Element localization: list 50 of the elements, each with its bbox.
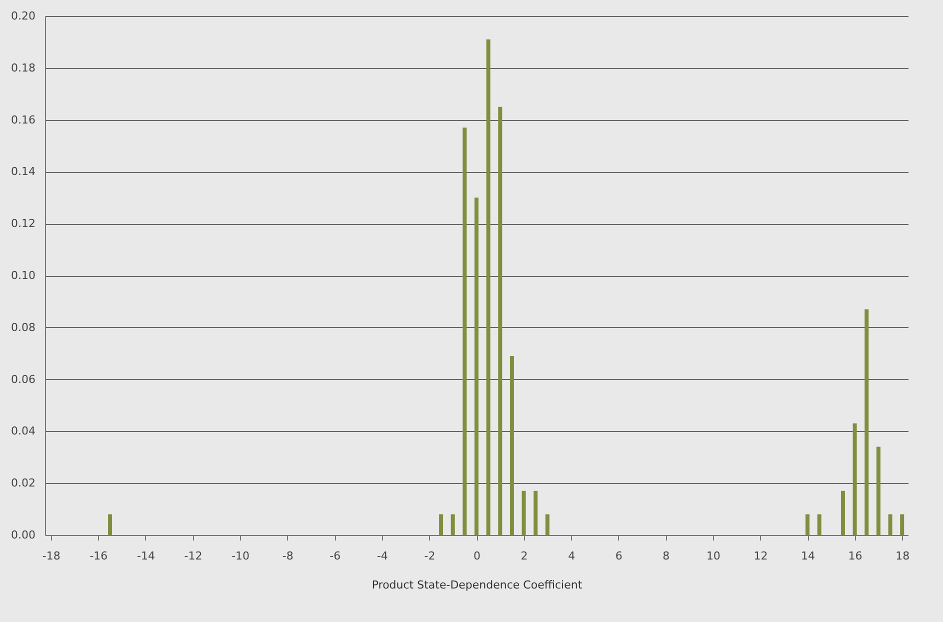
bar	[545, 514, 550, 535]
bar	[534, 490, 538, 535]
bar	[439, 514, 444, 535]
x-tick-label: -12	[184, 550, 202, 562]
y-tick-label: 0.16	[11, 113, 36, 126]
y-tick-label: 0.06	[11, 372, 36, 386]
x-tick-label: -18	[42, 550, 60, 562]
y-tick-label: 0.08	[11, 320, 36, 334]
x-tick-label: 10	[706, 550, 720, 562]
x-tick-label: -14	[137, 550, 155, 562]
bar	[474, 198, 478, 535]
x-tick-label: 2	[520, 550, 528, 562]
x-tick-label: -16	[90, 550, 108, 562]
bar	[876, 446, 880, 535]
x-tick-label: -6	[330, 550, 341, 562]
bar	[450, 514, 455, 535]
bar	[806, 514, 810, 535]
bar	[498, 106, 502, 535]
bar	[522, 490, 526, 535]
x-tick-label: 8	[662, 550, 670, 562]
y-tick-label: 0.04	[11, 424, 36, 438]
x-tick-label: -10	[232, 550, 250, 562]
x-tick-label: 6	[615, 550, 622, 562]
bar	[817, 514, 822, 535]
x-tick-label: 18	[896, 550, 910, 562]
x-axis-title: Product State-Dependence Coefficient	[372, 578, 583, 592]
x-tick-label: -2	[424, 550, 436, 562]
bar	[108, 514, 112, 535]
x-tick-label: -8	[282, 550, 294, 562]
x-tick-label: 16	[848, 550, 862, 562]
bar	[486, 39, 490, 535]
x-tick-label: 14	[801, 550, 816, 562]
y-tick-label: 0.20	[11, 10, 36, 22]
bar	[510, 356, 514, 535]
y-tick-label: 0.00	[11, 528, 36, 542]
x-tick-label: 12	[754, 550, 768, 562]
x-tick-label: 0	[474, 550, 480, 562]
y-tick-label: 0.18	[11, 61, 36, 74]
bar	[888, 514, 892, 535]
y-tick-label: 0.02	[11, 476, 36, 490]
y-tick-label: 0.12	[11, 217, 36, 230]
bar	[840, 490, 845, 535]
x-tick-label: 4	[568, 550, 576, 562]
bar	[852, 423, 857, 535]
bar	[900, 514, 904, 535]
y-tick-label: 0.10	[11, 269, 36, 282]
bar	[462, 128, 467, 535]
y-tick-label: 0.14	[11, 165, 36, 178]
bar	[864, 309, 869, 535]
x-tick-label: -4	[376, 550, 388, 562]
